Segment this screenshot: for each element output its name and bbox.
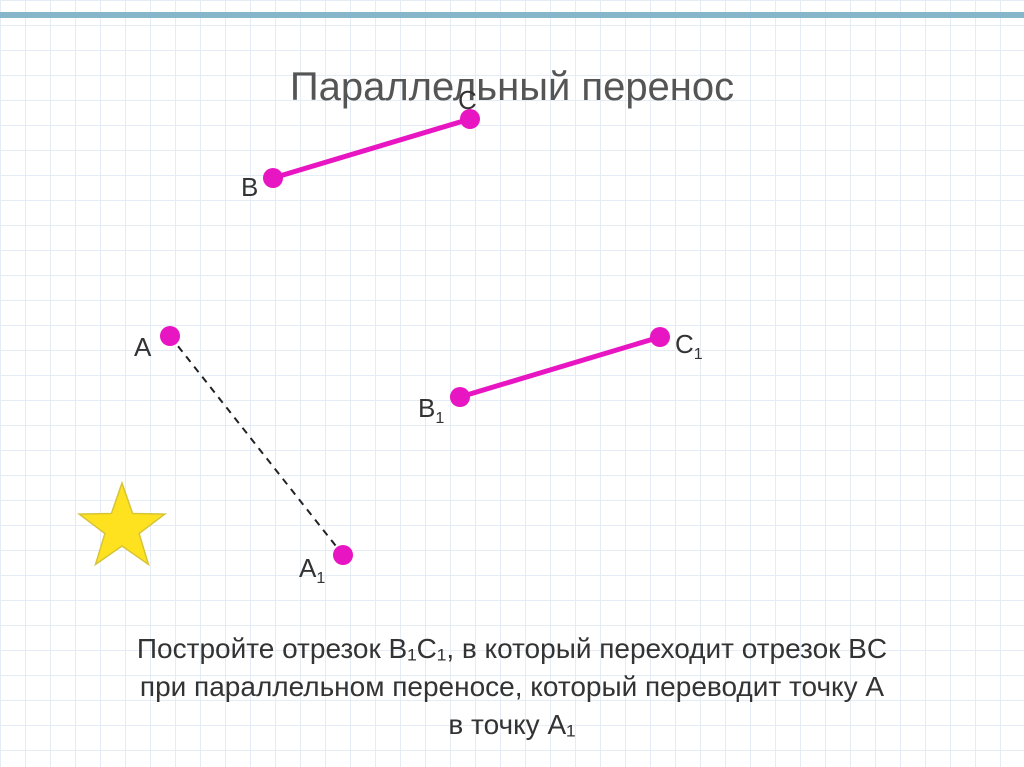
star-icon [79, 483, 165, 564]
point-label-C: C [458, 85, 477, 116]
point-A1 [333, 545, 353, 565]
segment-B1-C1 [460, 337, 660, 397]
task-line-1: Постройте отрезок B₁C₁, в который перехо… [137, 633, 887, 664]
task-line-2: при параллельном переносе, который перев… [140, 671, 884, 702]
segment-A-A1 [170, 336, 343, 555]
point-label-B: B [241, 172, 258, 203]
point-C1 [650, 327, 670, 347]
point-label-B1: B1 [418, 393, 444, 428]
point-B1 [450, 387, 470, 407]
task-text: Постройте отрезок B₁C₁, в который перехо… [0, 630, 1024, 743]
segment-B-C [273, 119, 470, 178]
point-label-A: A [134, 332, 151, 363]
point-label-C1: С1 [675, 329, 703, 364]
point-A [160, 326, 180, 346]
point-label-A1: A1 [299, 553, 325, 588]
task-line-3: в точку A₁ [448, 709, 575, 740]
point-B [263, 168, 283, 188]
